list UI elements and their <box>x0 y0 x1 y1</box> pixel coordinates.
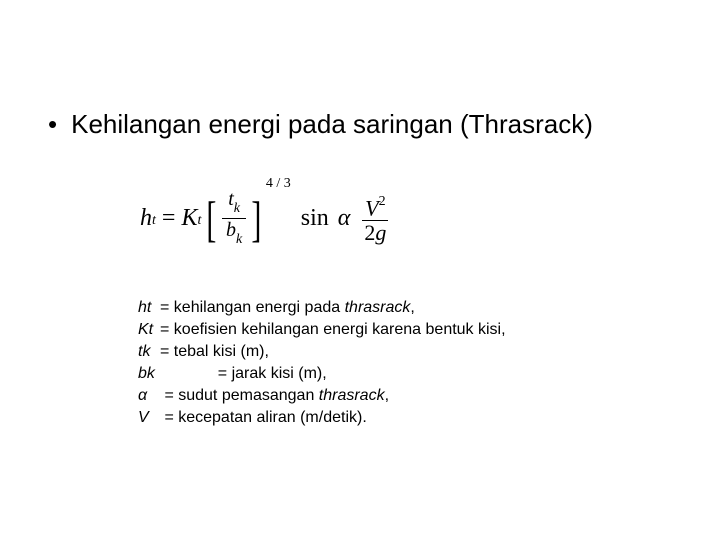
sub-t1: t <box>152 213 156 229</box>
def-term-ht: ht <box>138 297 160 319</box>
slide-body: • Kehilangan energi pada saringan (Thras… <box>0 0 720 429</box>
def-term-kt: Kt <box>138 319 160 341</box>
def-row-ht: ht = kehilangan energi pada thrasrack, <box>138 297 720 319</box>
equals: = <box>162 205 176 232</box>
frac2-den: 2g <box>362 221 388 245</box>
bullet-heading: • Kehilangan energi pada saringan (Thras… <box>48 108 720 140</box>
frac-den: bk <box>222 219 246 249</box>
sin-alpha: sin α <box>301 205 351 232</box>
def-row-bk: bk = jarak kisi (m), <box>138 363 720 385</box>
def-text-kt: = koefisien kehilangan energi karena ben… <box>160 319 506 341</box>
var-K: K <box>181 205 197 232</box>
sub-t2: t <box>197 213 201 229</box>
var-h: h <box>140 205 152 232</box>
def-text-bk: = jarak kisi (m), <box>160 363 327 385</box>
def-row-v: V = kecepatan aliran (m/detik). <box>138 407 720 429</box>
frac2-num: V2 <box>363 192 387 220</box>
sin-text: sin <box>301 205 329 231</box>
left-bracket: [ <box>207 194 217 244</box>
fraction-tk-bk: tk bk <box>222 188 246 249</box>
right-bracket: ] <box>252 194 262 244</box>
def-term-tk: tk <box>138 341 160 363</box>
def-text-tk: = tebal kisi (m), <box>160 341 269 363</box>
definitions: ht = kehilangan energi pada thrasrack, K… <box>138 297 720 429</box>
formula: ht = Kt [ tk bk ] 4 / 3 sin α V2 2g <box>140 188 720 249</box>
def-row-kt: Kt = koefisien kehilangan energi karena … <box>138 319 720 341</box>
exponent: 4 / 3 <box>266 176 291 192</box>
def-text-v: = kecepatan aliran (m/detik). <box>160 407 367 429</box>
def-term-alpha: α <box>138 385 160 407</box>
fraction-v2-2g: V2 2g <box>362 192 388 245</box>
alpha: α <box>338 205 351 231</box>
def-text-ht: = kehilangan energi pada thrasrack, <box>160 297 415 319</box>
def-term-v: V <box>138 407 160 429</box>
def-row-alpha: α = sudut pemasangan thrasrack, <box>138 385 720 407</box>
frac-num: tk <box>224 188 244 218</box>
def-row-tk: tk = tebal kisi (m), <box>138 341 720 363</box>
def-term-bk: bk <box>138 363 160 385</box>
def-text-alpha: = sudut pemasangan thrasrack, <box>160 385 389 407</box>
bullet-dot: • <box>48 108 57 140</box>
heading-text: Kehilangan energi pada saringan (Thrasra… <box>71 108 593 140</box>
bracket-group: [ tk bk ] 4 / 3 <box>203 188 290 249</box>
